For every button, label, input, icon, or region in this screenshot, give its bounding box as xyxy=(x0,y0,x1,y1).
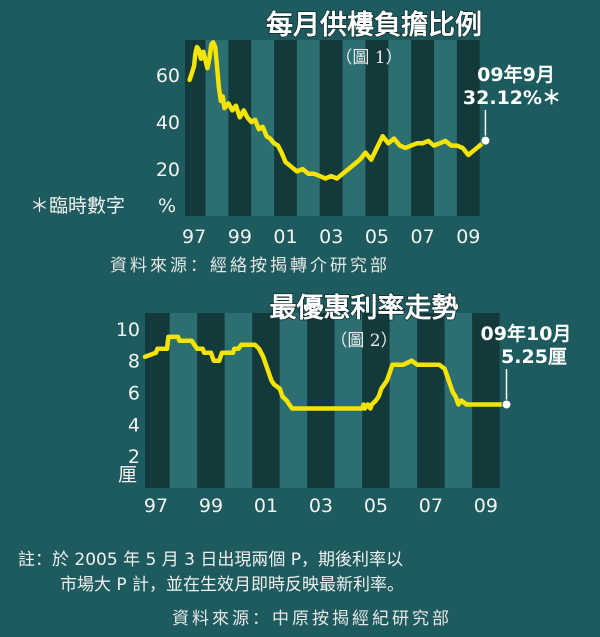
chart-title: 每月供樓負擔比例 xyxy=(266,9,482,41)
x-tick-label: 99 xyxy=(199,495,223,517)
grid-bands xyxy=(185,40,480,216)
y-tick-label: 8 xyxy=(128,351,140,373)
grid-band xyxy=(411,40,435,216)
callout-value: 5.25厘 xyxy=(501,346,567,368)
x-tick-label: 99 xyxy=(228,226,252,248)
grid-band xyxy=(319,40,343,216)
x-tick-label: 07 xyxy=(419,495,443,517)
grid-band xyxy=(296,40,320,216)
grid-band xyxy=(365,40,389,216)
y-tick-label: 60 xyxy=(156,65,180,87)
footnote: 註：於 2005 年 5 月 3 日出現兩個 P，期後利率以 市場大 P 計，並… xyxy=(18,548,404,598)
mortgage-burden-chart: 每月供樓負擔比例 （圖 1） 20 40 60 97 99 01 03 05 07 09 % ＊… xyxy=(30,8,561,276)
x-tick-label: 09 xyxy=(474,495,498,517)
x-tick-label: 05 xyxy=(364,495,388,517)
data-series xyxy=(187,40,488,181)
footnote-line-1: 註：於 2005 年 5 月 3 日出現兩個 P，期後利率以 xyxy=(18,550,403,570)
grid-band xyxy=(228,40,252,216)
grid-band xyxy=(185,40,206,216)
y-tick-label: 6 xyxy=(128,383,140,405)
x-tick-label: 03 xyxy=(309,495,333,517)
last-point-marker xyxy=(480,135,491,146)
grid-band xyxy=(197,313,225,488)
callout-value: 32.12%＊ xyxy=(463,87,561,109)
chart-source: 資料來源：經絡按揭轉介研究部 xyxy=(110,256,390,276)
source-note: 資料來源：中原按揭經紀研究部 xyxy=(172,609,452,629)
unit-label: % xyxy=(158,195,176,217)
grid-band xyxy=(434,40,457,216)
y-tick-label: 2 xyxy=(128,446,140,468)
x-tick-label: 09 xyxy=(456,226,480,248)
grid-band xyxy=(274,40,297,216)
unit-label: 厘 xyxy=(118,464,137,486)
x-axis-ticks: 97 99 01 03 05 07 09 xyxy=(182,226,480,248)
series-line xyxy=(187,40,488,181)
grid-band xyxy=(334,313,363,488)
x-tick-label: 03 xyxy=(319,226,343,248)
grid-band xyxy=(388,40,412,216)
x-tick-label: 05 xyxy=(365,226,389,248)
grid-band xyxy=(389,313,418,488)
y-tick-label: 20 xyxy=(156,159,180,181)
y-tick-label: 4 xyxy=(128,414,140,436)
footnote-line-2: 市場大 P 計，並在生效月即時反映最新利率。 xyxy=(60,575,405,595)
figure-number: （圖 1） xyxy=(335,48,402,68)
grid-band xyxy=(456,40,480,216)
grid-bands xyxy=(145,313,500,488)
prime-rate-chart: 最優惠利率走勢 （圖 2） 2 4 6 8 10 97 99 01 03 05 07 09 厘 09… xyxy=(116,291,572,517)
y-tick-label: 10 xyxy=(116,319,140,341)
grid-band xyxy=(205,40,229,216)
y-axis-ticks: 20 40 60 xyxy=(156,65,180,181)
chart-title: 最優惠利率走勢 xyxy=(270,292,459,324)
callout-date: 09年9月 xyxy=(477,63,555,86)
x-tick-label: 97 xyxy=(182,226,206,248)
x-tick-label: 01 xyxy=(273,226,297,248)
x-tick-label: 01 xyxy=(254,495,278,517)
grid-band xyxy=(417,313,445,488)
grid-band xyxy=(252,313,280,488)
figure-number: （圖 2） xyxy=(330,331,397,351)
y-tick-label: 40 xyxy=(156,112,180,134)
data-series xyxy=(142,334,509,411)
grid-band xyxy=(472,313,500,488)
callout-date: 09年10月 xyxy=(481,322,572,345)
series-line xyxy=(142,334,509,411)
x-tick-label: 07 xyxy=(411,226,435,248)
last-point-marker xyxy=(501,399,512,410)
x-tick-label: 97 xyxy=(144,495,168,517)
provisional-note: ＊臨時數字 xyxy=(30,195,125,217)
y-axis-ticks: 2 4 6 8 10 xyxy=(116,319,140,468)
x-axis-ticks: 97 99 01 03 05 07 09 xyxy=(144,495,498,517)
grid-band xyxy=(307,313,335,488)
grid-band xyxy=(224,313,253,488)
